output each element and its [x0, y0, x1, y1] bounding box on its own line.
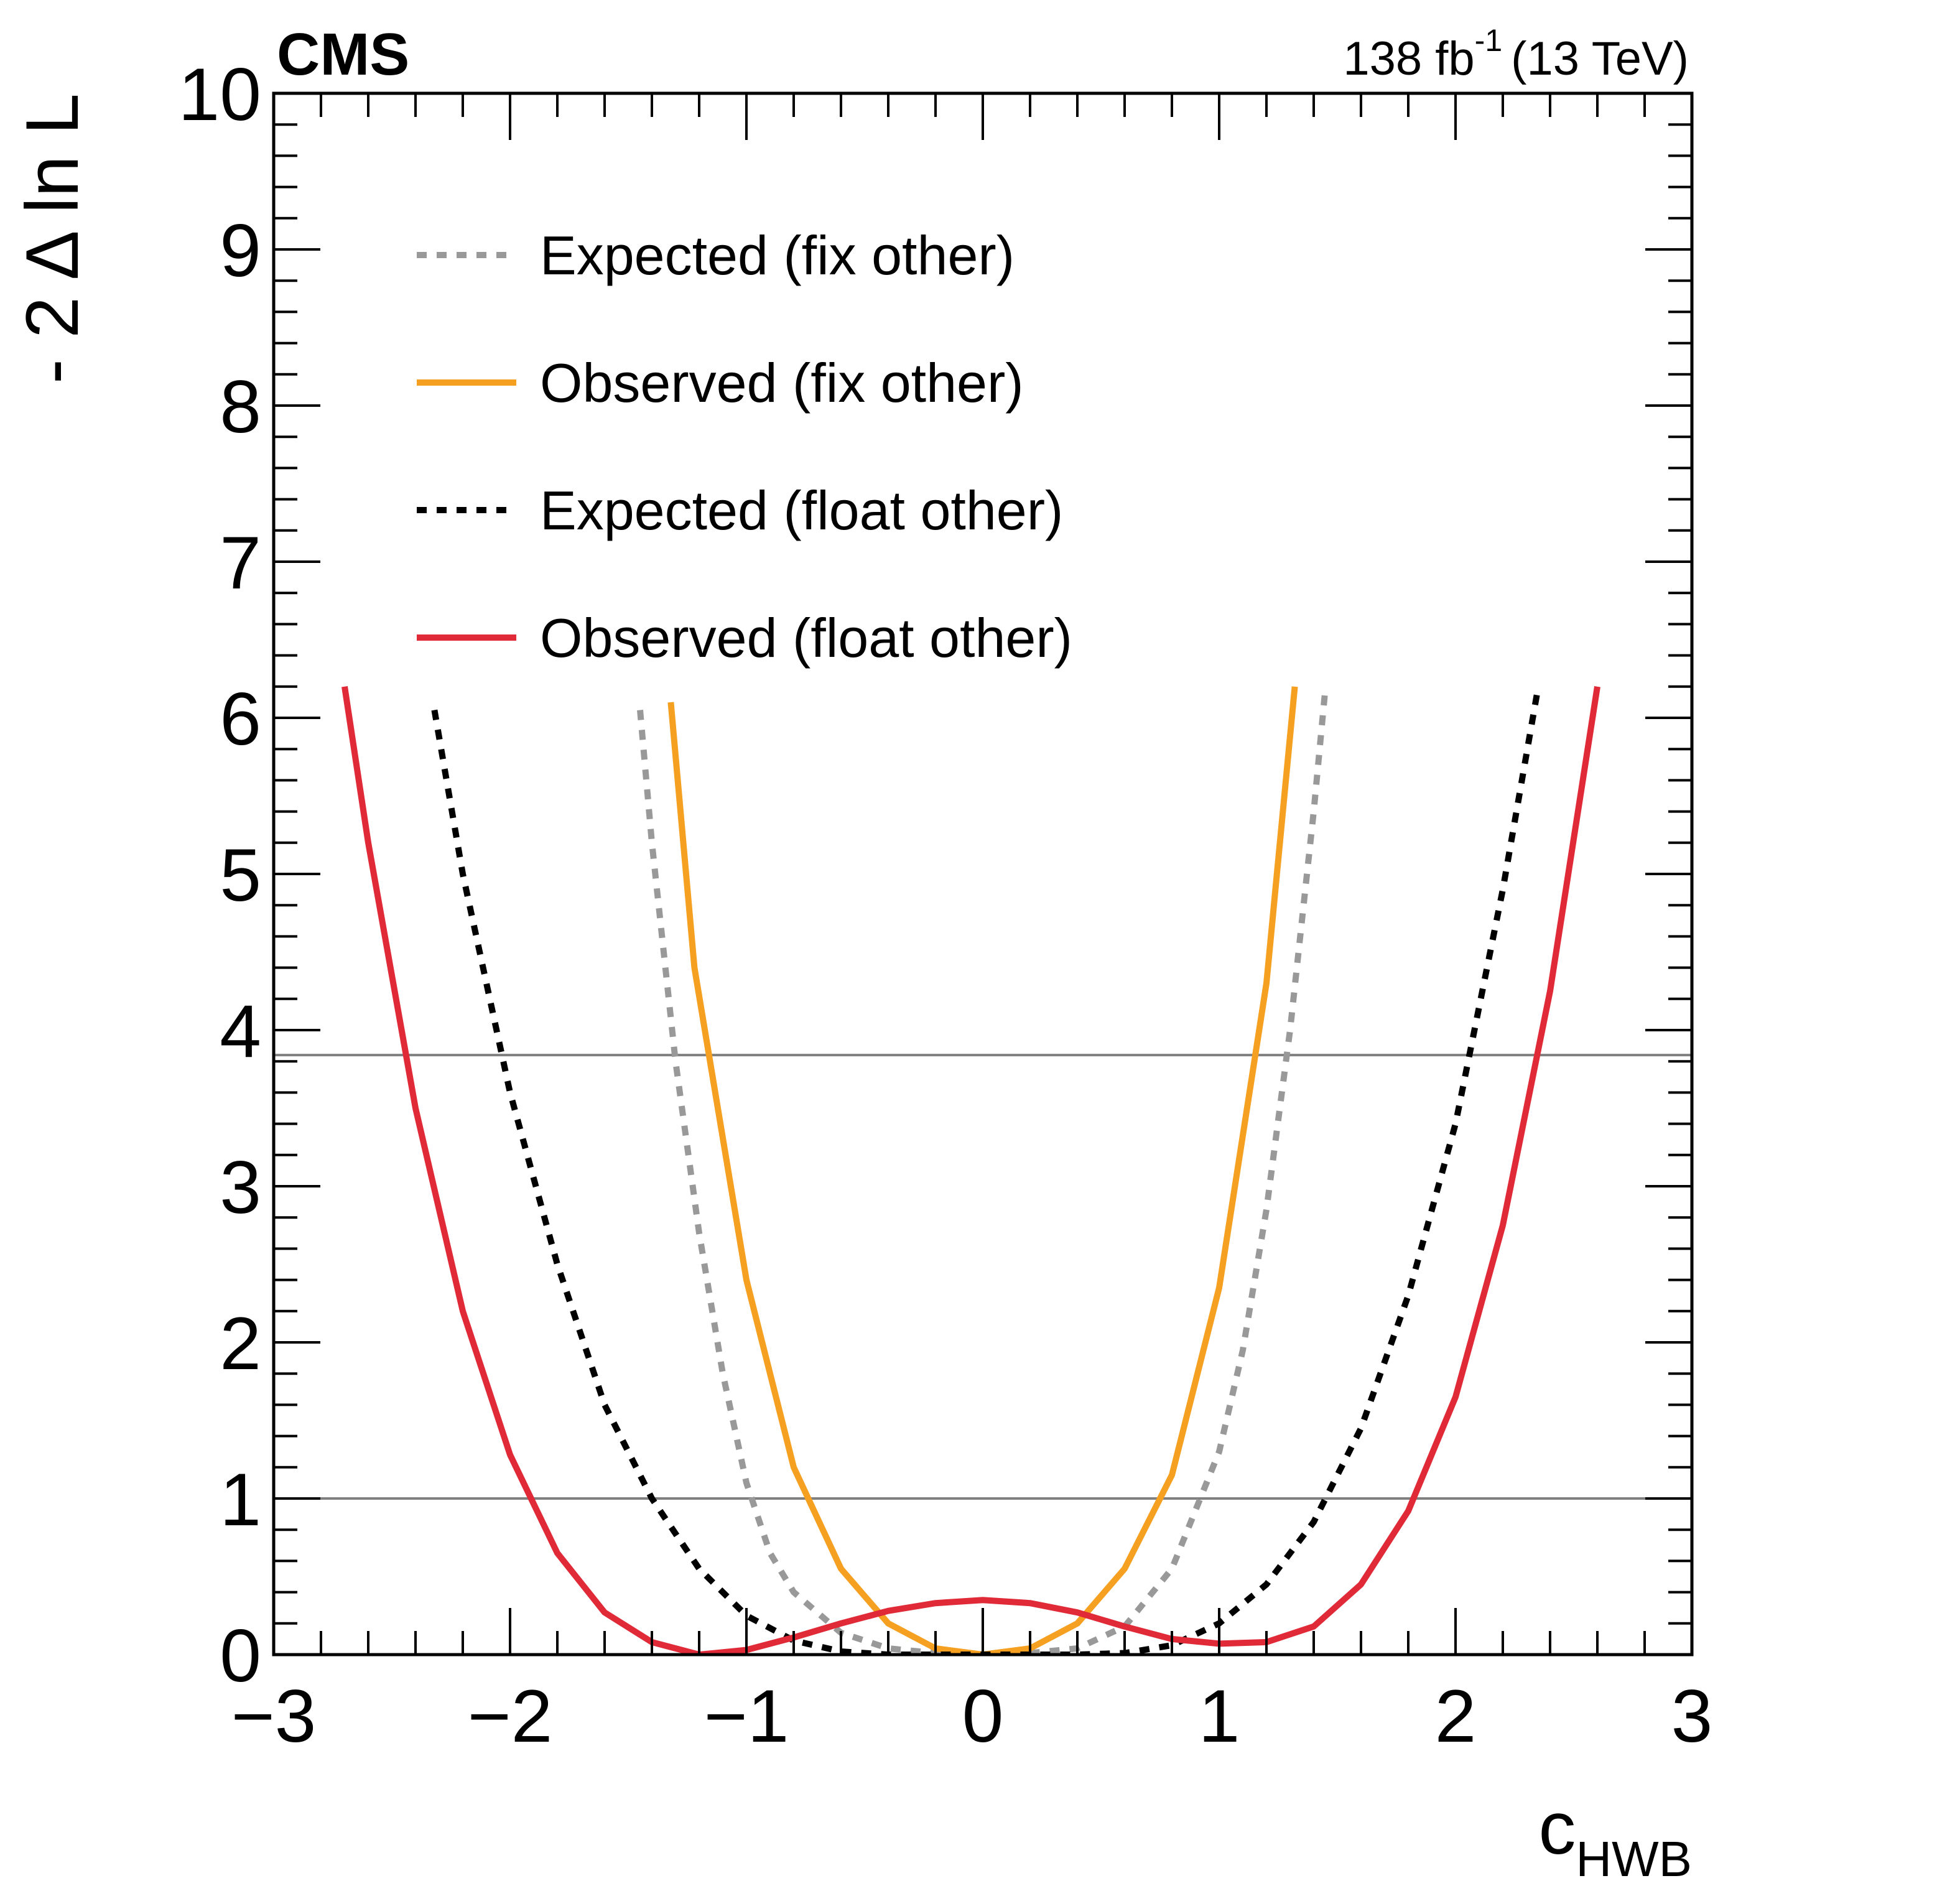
x-axis-title: cHWB: [1538, 1786, 1692, 1887]
x-axis-title-main: c: [1538, 1786, 1576, 1870]
axis-ticks: [272, 92, 1693, 1656]
series-line-observed-float-other: [341, 686, 1600, 1655]
y-axis-title: - 2 Δ ln L: [11, 93, 94, 384]
x-tick-label: −3: [231, 1675, 317, 1758]
plot-frame: [272, 91, 1694, 1656]
legend-label-observed-fix-other: Observed (fix other): [540, 352, 1024, 414]
y-tick-label: 0: [220, 1614, 261, 1698]
y-tick-label: 9: [220, 209, 261, 292]
y-tick-label: 7: [220, 521, 261, 605]
y-tick-label: 10: [179, 53, 261, 136]
y-tick-label: 5: [220, 834, 261, 917]
legend-label-expected-fix-other: Expected (fix other): [540, 225, 1015, 286]
x-tick-labels: −3 −2 −1 0 1 2 3: [231, 1675, 1713, 1758]
y-tick-labels: 0 1 2 3 4 5 6 7 8 9 10: [179, 53, 261, 1698]
x-tick-label: 1: [1199, 1675, 1240, 1758]
y-tick-label: 6: [220, 677, 261, 761]
x-tick-label: 3: [1671, 1675, 1713, 1758]
reference-lines: [274, 1054, 1692, 1500]
legend: Expected (fix other) Observed (fix other)…: [417, 225, 1072, 669]
y-tick-label: 3: [220, 1146, 261, 1229]
experiment-label: CMS: [277, 21, 409, 88]
x-tick-label: 2: [1435, 1675, 1477, 1758]
luminosity-exponent: -1: [1475, 23, 1502, 58]
luminosity-value: 138 fb: [1343, 32, 1474, 85]
luminosity-energy: (13 TeV): [1511, 32, 1689, 85]
legend-label-expected-float-other: Expected (float other): [540, 480, 1063, 541]
x-tick-label: −2: [468, 1675, 553, 1758]
series-line-observed-fix-other: [667, 686, 1298, 1655]
luminosity-label: 138 fb-1 (13 TeV): [1343, 23, 1689, 85]
x-axis-title-sub: HWB: [1576, 1831, 1692, 1887]
y-tick-label: 8: [220, 365, 261, 448]
y-tick-label: 2: [220, 1302, 261, 1385]
x-tick-label: 0: [962, 1675, 1004, 1758]
y-tick-label: 1: [220, 1458, 261, 1541]
y-tick-label: 4: [220, 990, 261, 1073]
legend-label-observed-float-other: Observed (float other): [540, 607, 1072, 669]
x-tick-label: −1: [704, 1675, 789, 1758]
